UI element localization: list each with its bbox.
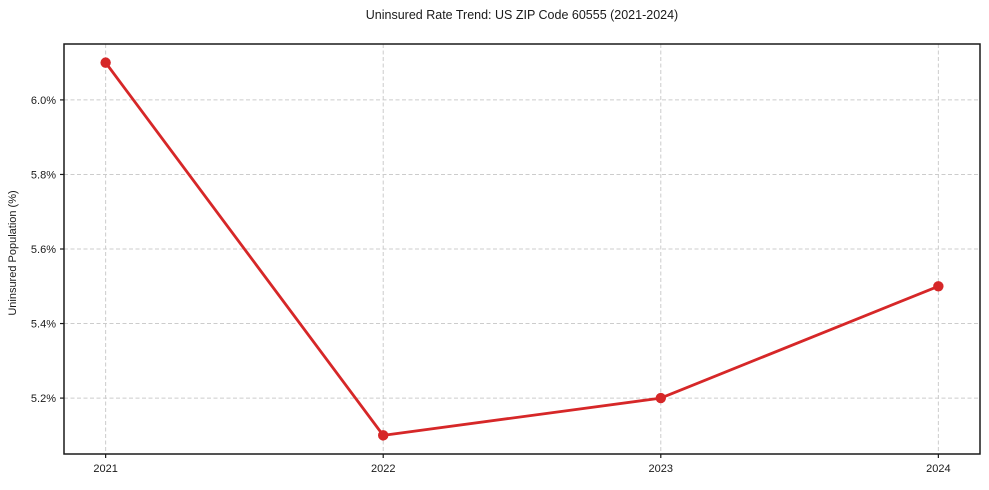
x-tick-label: 2024 [926,463,950,475]
x-tick-label: 2022 [371,463,395,475]
x-tick-label: 2021 [93,463,117,475]
x-tick-label: 2023 [649,463,673,475]
data-point [933,281,944,292]
chart-title: Uninsured Rate Trend: US ZIP Code 60555 … [365,8,679,22]
y-tick-label: 5.6% [31,244,56,256]
y-tick-label: 5.4% [31,319,56,331]
trend-line [104,61,940,437]
y-tick-label: 6.0% [31,95,56,107]
data-point [378,430,389,441]
y-tick-label: 5.2% [31,393,56,405]
y-tick-label: 5.8% [31,169,56,181]
data-point [655,392,666,404]
data-point [100,57,111,68]
